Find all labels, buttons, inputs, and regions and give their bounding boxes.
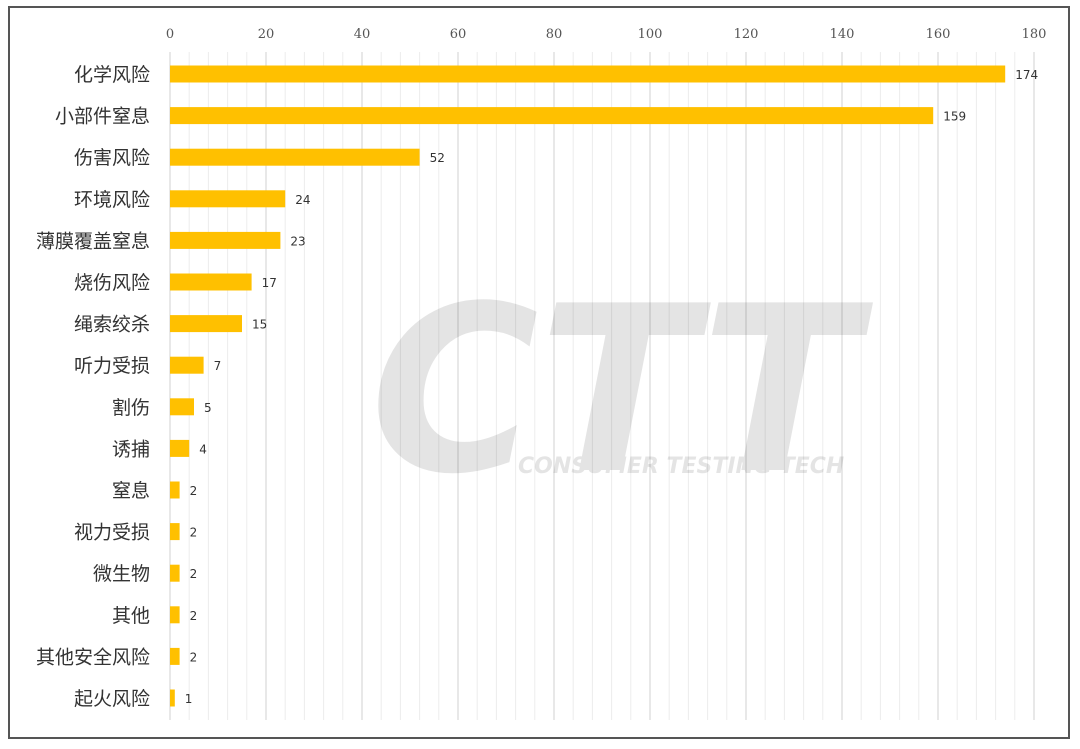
bar bbox=[170, 523, 180, 541]
bar bbox=[170, 107, 934, 125]
value-label: 17 bbox=[262, 276, 277, 290]
category-label: 视力受损 bbox=[74, 522, 150, 544]
value-label: 2 bbox=[190, 609, 198, 623]
bar bbox=[170, 356, 204, 374]
value-label: 159 bbox=[943, 110, 966, 124]
bar bbox=[170, 315, 242, 333]
category-label: 诱捕 bbox=[112, 438, 150, 460]
category-label: 听力受损 bbox=[74, 355, 150, 377]
value-label: 5 bbox=[204, 401, 212, 415]
category-label: 其他 bbox=[112, 605, 150, 627]
value-label: 1 bbox=[185, 692, 193, 706]
value-label: 4 bbox=[199, 442, 207, 456]
value-labels: 174 159 52 24 23 17 15 7 5 4 2 2 2 2 2 1 bbox=[185, 68, 1038, 706]
bar bbox=[170, 689, 175, 707]
bar bbox=[170, 273, 252, 291]
watermark-logo: CTT CONSUMER TESTING TECH bbox=[370, 258, 874, 525]
bar bbox=[170, 439, 190, 457]
bar bbox=[170, 190, 286, 208]
bar bbox=[170, 231, 281, 249]
x-tick-label: 120 bbox=[734, 27, 759, 42]
category-label: 微生物 bbox=[93, 563, 150, 585]
value-label: 7 bbox=[214, 359, 222, 373]
bar bbox=[170, 564, 180, 582]
x-tick-label: 140 bbox=[830, 27, 855, 42]
category-label: 窒息 bbox=[112, 480, 150, 502]
x-tick-label: 180 bbox=[1022, 27, 1047, 42]
category-labels: 化学风险小部件窒息伤害风险环境风险薄膜覆盖窒息烧伤风险绳索绞杀听力受损割伤诱捕窒… bbox=[36, 64, 150, 710]
value-label: 2 bbox=[190, 650, 198, 664]
value-label: 52 bbox=[430, 151, 445, 165]
bars bbox=[170, 65, 1006, 707]
category-label: 环境风险 bbox=[74, 189, 150, 211]
value-label: 2 bbox=[190, 567, 198, 581]
value-label: 15 bbox=[252, 318, 267, 332]
category-label: 小部件窒息 bbox=[55, 106, 150, 128]
category-label: 起火风险 bbox=[74, 688, 150, 710]
bar bbox=[170, 606, 180, 624]
category-label: 其他安全风险 bbox=[36, 646, 150, 668]
x-axis-ticks: 0 20 40 60 80 100 120 140 160 180 bbox=[166, 27, 1047, 42]
bar bbox=[170, 481, 180, 499]
value-label: 2 bbox=[190, 484, 198, 498]
watermark-logo-text: CTT bbox=[370, 258, 874, 525]
x-tick-label: 100 bbox=[638, 27, 663, 42]
category-label: 薄膜覆盖窒息 bbox=[36, 230, 150, 252]
category-label: 绳索绞杀 bbox=[74, 314, 150, 336]
x-tick-label: 0 bbox=[166, 27, 174, 42]
bar bbox=[170, 398, 194, 416]
value-label: 24 bbox=[295, 193, 310, 207]
bar bbox=[170, 647, 180, 665]
value-label: 174 bbox=[1015, 68, 1038, 82]
bar bbox=[170, 65, 1006, 83]
category-label: 伤害风险 bbox=[74, 147, 150, 169]
value-label: 2 bbox=[190, 526, 198, 540]
x-tick-label: 40 bbox=[354, 27, 371, 42]
x-tick-label: 60 bbox=[450, 27, 467, 42]
watermark-tagline: CONSUMER TESTING TECH bbox=[518, 454, 844, 479]
value-label: 23 bbox=[290, 234, 305, 248]
x-tick-label: 20 bbox=[258, 27, 275, 42]
x-tick-label: 160 bbox=[926, 27, 951, 42]
bar bbox=[170, 148, 420, 166]
x-tick-label: 80 bbox=[546, 27, 563, 42]
category-label: 化学风险 bbox=[74, 64, 150, 86]
category-label: 割伤 bbox=[112, 397, 150, 419]
category-label: 烧伤风险 bbox=[74, 272, 150, 294]
